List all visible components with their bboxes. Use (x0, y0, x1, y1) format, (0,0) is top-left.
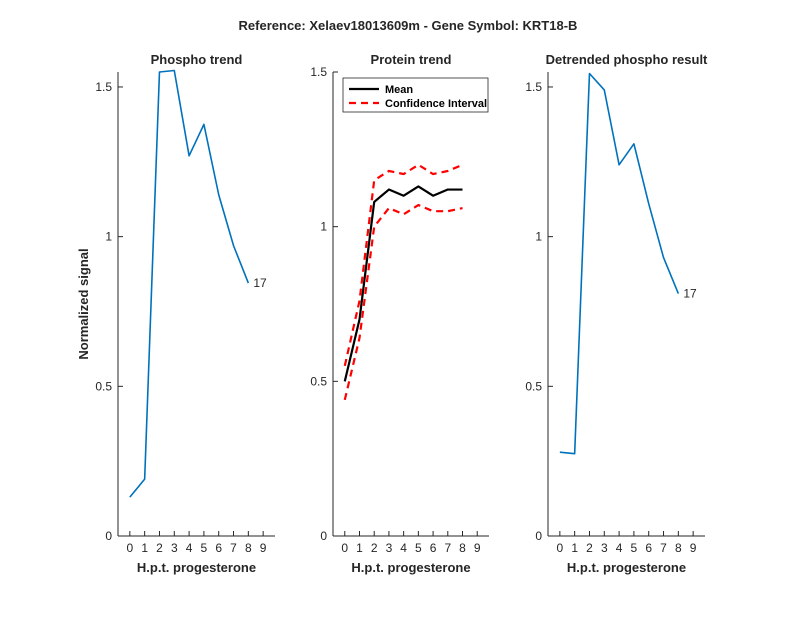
x-tick-label: 9 (260, 541, 267, 555)
series-line-phospho (129, 69, 250, 498)
x-tick-label: 7 (444, 541, 451, 555)
y-axis-label: Normalized signal (76, 248, 91, 359)
y-tick-label: 1.5 (525, 80, 542, 94)
legend: Mean Confidence Interval (342, 77, 489, 113)
legend-label: Mean (385, 84, 413, 96)
legend-label: Confidence Interval (385, 98, 487, 110)
x-tick-label: 0 (341, 541, 348, 555)
x-tick-label: 2 (156, 541, 163, 555)
panel-title: Protein trend (371, 52, 452, 67)
x-tick-label: 4 (616, 541, 623, 555)
panel-title: Detrended phospho result (546, 52, 708, 67)
x-tick-label: 5 (415, 541, 422, 555)
legend-box (342, 77, 489, 113)
x-tick-label: 6 (215, 541, 222, 555)
x-tick-label: 3 (601, 541, 608, 555)
x-tick-label: 2 (371, 541, 378, 555)
end-point-label: 17 (253, 276, 267, 290)
x-tick-label: 0 (127, 541, 134, 555)
y-tick-label: 0 (320, 529, 327, 543)
x-axis-label: H.p.t. progesterone (137, 560, 256, 575)
y-tick-label: 0 (105, 529, 112, 543)
x-tick-label: 1 (356, 541, 363, 555)
y-tick-label: 1.5 (310, 65, 327, 79)
y-tick-label: 1 (535, 230, 542, 244)
panel-title: Phospho trend (151, 52, 243, 67)
figure-suptitle: Reference: Xelaev18013609m - Gene Symbol… (239, 18, 578, 33)
x-tick-label: 7 (660, 541, 667, 555)
x-tick-label: 6 (645, 541, 652, 555)
x-tick-label: 0 (557, 541, 564, 555)
x-axis-label: H.p.t. progesterone (567, 560, 686, 575)
x-tick-label: 5 (631, 541, 638, 555)
series-line-confidence-interval-lower (343, 203, 463, 401)
x-tick-label: 7 (230, 541, 237, 555)
y-tick-label: 1 (320, 220, 327, 234)
x-tick-label: 6 (430, 541, 437, 555)
x-tick-label: 8 (459, 541, 466, 555)
x-tick-label: 8 (245, 541, 252, 555)
x-tick-label: 8 (675, 541, 682, 555)
x-tick-label: 5 (201, 541, 208, 555)
end-point-label: 17 (683, 287, 697, 301)
x-tick-label: 2 (586, 541, 593, 555)
series-line-confidence-interval (343, 163, 463, 367)
y-tick-label: 1 (105, 230, 112, 244)
y-tick-label: 1.5 (95, 80, 112, 94)
x-tick-label: 9 (474, 541, 481, 555)
x-tick-label: 1 (571, 541, 578, 555)
y-tick-label: 0.5 (525, 379, 542, 393)
y-tick-label: 0 (535, 529, 542, 543)
x-tick-label: 9 (690, 541, 697, 555)
series-line-detrended (559, 72, 680, 455)
series-line-mean (343, 185, 463, 382)
y-tick-label: 0.5 (95, 379, 112, 393)
x-tick-label: 3 (386, 541, 393, 555)
x-tick-label: 4 (186, 541, 193, 555)
x-axis-label: H.p.t. progesterone (351, 560, 470, 575)
x-tick-label: 1 (141, 541, 148, 555)
x-tick-label: 4 (400, 541, 407, 555)
y-tick-label: 0.5 (310, 374, 327, 388)
x-tick-label: 3 (171, 541, 178, 555)
